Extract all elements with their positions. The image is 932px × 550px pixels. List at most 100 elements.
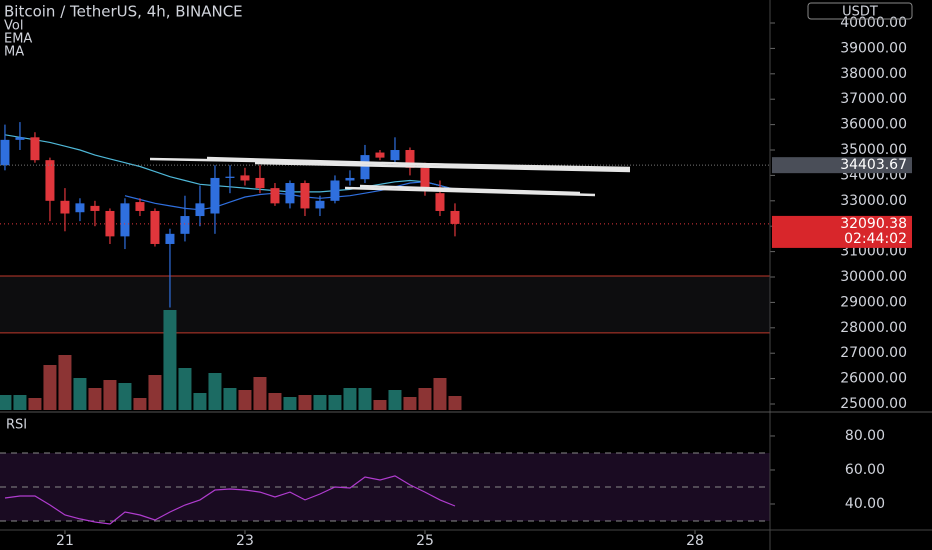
volume-bar bbox=[343, 388, 357, 410]
candle-body bbox=[180, 216, 190, 234]
volume-bar bbox=[358, 388, 372, 410]
candle-body bbox=[0, 139, 10, 166]
trend-line bbox=[344, 186, 596, 197]
volume-bar bbox=[433, 378, 447, 410]
candle-body bbox=[360, 155, 370, 180]
candle-body bbox=[435, 193, 445, 211]
volume-bar bbox=[193, 393, 207, 410]
candle-body bbox=[165, 233, 175, 244]
candle-body bbox=[330, 180, 340, 201]
volume-bar bbox=[268, 393, 282, 410]
volume-bar bbox=[238, 390, 252, 410]
volume-bar bbox=[373, 400, 387, 410]
x-tick-label: 25 bbox=[416, 533, 434, 549]
indicator-label: MA bbox=[4, 45, 24, 60]
volume-bar bbox=[163, 310, 177, 410]
volume-bar bbox=[148, 375, 162, 410]
candle-body bbox=[135, 202, 145, 211]
volume-bar bbox=[88, 388, 102, 410]
volume-bar bbox=[13, 395, 27, 410]
candle-body bbox=[450, 210, 460, 224]
indicator-label: Vol bbox=[4, 19, 23, 34]
rsi-title: RSI bbox=[6, 418, 27, 433]
candle-body bbox=[240, 175, 250, 181]
volume-bar bbox=[328, 395, 342, 410]
marker-label: 34403.67 bbox=[840, 157, 907, 173]
volume-bar bbox=[283, 397, 297, 410]
indicator-label: EMA bbox=[4, 32, 32, 47]
candle-body bbox=[75, 203, 85, 213]
candle-body bbox=[270, 188, 280, 204]
volume-bar bbox=[133, 398, 147, 410]
rsi-tick-label: 60.00 bbox=[845, 462, 885, 478]
candle-body bbox=[420, 167, 430, 189]
volume-bar bbox=[103, 380, 117, 410]
marker-box bbox=[772, 157, 912, 174]
volume-bar bbox=[73, 378, 87, 410]
volume-bar bbox=[223, 388, 237, 410]
y-tick-label: 37000.00 bbox=[840, 91, 907, 107]
plot: 25000.00 26000.00 27000.00 28000.00 29000.00… bbox=[0, 15, 912, 549]
candle-body bbox=[390, 150, 400, 161]
rsi-tick-label: 40.00 bbox=[845, 496, 885, 512]
candle-body bbox=[285, 183, 295, 204]
y-tick-label: 33000.00 bbox=[840, 193, 907, 209]
candle-body bbox=[30, 137, 40, 161]
volume-bar bbox=[298, 395, 312, 410]
y-tick-label: 36000.00 bbox=[840, 117, 907, 133]
volume-bar bbox=[313, 395, 327, 410]
candle-body bbox=[45, 160, 55, 201]
volume-bar bbox=[448, 396, 462, 410]
volume-bar bbox=[253, 377, 267, 410]
x-tick-label: 28 bbox=[686, 533, 704, 549]
y-tick-label: 29000.00 bbox=[840, 294, 907, 310]
y-tick-label: 27000.00 bbox=[840, 345, 907, 361]
y-tick-label: 35000.00 bbox=[840, 142, 907, 158]
countdown: 02:44:02 bbox=[844, 231, 907, 247]
y-tick-label: 30000.00 bbox=[840, 269, 907, 285]
volume-bar bbox=[0, 395, 12, 410]
y-tick-label: 39000.00 bbox=[840, 40, 907, 56]
currency[interactable]: USDT bbox=[842, 5, 878, 20]
trend-line bbox=[206, 156, 631, 172]
volume-bar bbox=[178, 368, 192, 410]
y-tick-label: 38000.00 bbox=[840, 66, 907, 82]
volume-bar bbox=[118, 383, 132, 410]
currency-box[interactable] bbox=[807, 2, 913, 20]
volume-bar bbox=[43, 365, 57, 410]
candle-body bbox=[300, 183, 310, 209]
volume-bar bbox=[28, 398, 42, 410]
level-zone bbox=[0, 275, 770, 333]
trend-lines bbox=[149, 156, 631, 197]
last-price-label: 32090.38 bbox=[840, 216, 907, 232]
candle-body bbox=[195, 203, 205, 217]
candle-body bbox=[150, 210, 160, 244]
candle-body bbox=[90, 205, 100, 211]
candle-body bbox=[345, 177, 355, 181]
candle-body bbox=[255, 177, 265, 189]
candle-body bbox=[105, 210, 115, 237]
candle-body bbox=[15, 137, 25, 140]
volume-bar bbox=[58, 355, 72, 410]
y-tick-label: 26000.00 bbox=[840, 371, 907, 387]
candle-body bbox=[210, 177, 220, 214]
x-tick-label: 23 bbox=[236, 533, 254, 549]
trend-line bbox=[254, 161, 631, 173]
volume-bar bbox=[403, 397, 417, 410]
candle-body bbox=[225, 176, 235, 178]
trend-line bbox=[359, 184, 581, 195]
volume-bar bbox=[208, 373, 222, 410]
volume-bar bbox=[418, 388, 432, 410]
candle-body bbox=[120, 203, 130, 237]
y-tick-label: 25000.00 bbox=[840, 396, 907, 412]
chart-title: Bitcoin / TetherUS, 4h, BINANCE bbox=[4, 3, 243, 21]
last-price-box bbox=[772, 215, 912, 248]
candle-body bbox=[375, 152, 385, 158]
y-tick-label: 28000.00 bbox=[840, 320, 907, 336]
rsi-tick-label: 80.00 bbox=[845, 428, 885, 444]
candle-body bbox=[405, 150, 415, 168]
x-tick-label: 21 bbox=[56, 533, 74, 549]
rsi-line bbox=[4, 475, 456, 525]
volume-bar bbox=[388, 390, 402, 410]
